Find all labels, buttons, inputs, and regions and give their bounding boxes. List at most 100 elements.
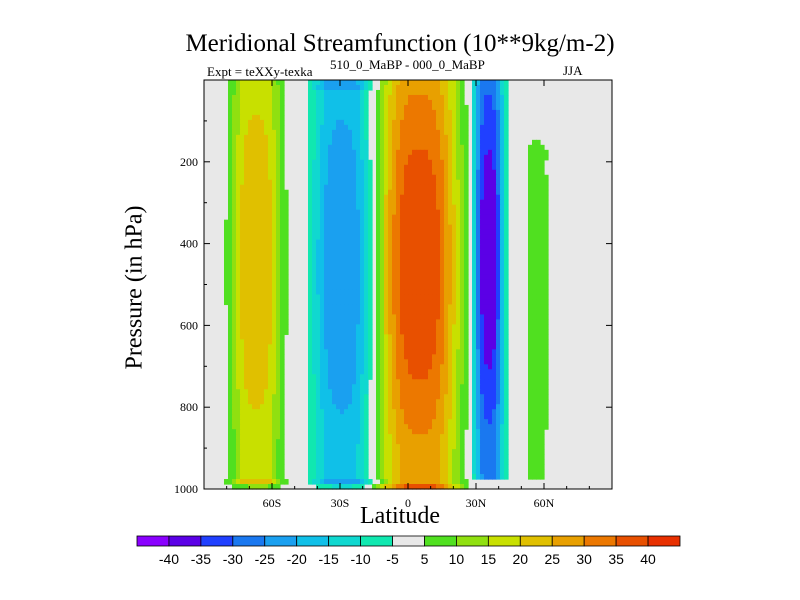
field-cell (280, 80, 285, 86)
field-cell (248, 114, 253, 121)
field-cell (432, 229, 437, 236)
field-cell (260, 309, 265, 316)
field-cell (496, 449, 501, 455)
field-cell (472, 334, 477, 340)
field-cell (252, 304, 257, 311)
field-cell (544, 149, 549, 156)
field-cell (244, 289, 249, 296)
field-cell (272, 274, 277, 281)
field-cell (308, 444, 313, 450)
field-cell (472, 204, 477, 211)
field-cell (424, 104, 429, 111)
field-cell (444, 229, 449, 236)
field-cell (232, 189, 237, 196)
field-cell (464, 119, 469, 126)
field-cell (312, 329, 317, 335)
field-cell (376, 224, 381, 231)
field-cell (420, 324, 425, 330)
field-cell (344, 319, 349, 325)
field-cell (492, 214, 497, 221)
field-cell (312, 239, 317, 246)
field-cell (488, 189, 493, 196)
field-cell (500, 244, 505, 251)
field-cell (396, 309, 401, 316)
field-cell (364, 424, 369, 430)
field-cell (532, 279, 537, 286)
field-cell (460, 209, 465, 216)
field-cell (436, 424, 441, 430)
field-cell (380, 244, 385, 251)
field-cell (348, 229, 353, 236)
field-cell (384, 124, 389, 131)
field-cell (456, 214, 461, 221)
field-cell (228, 254, 233, 261)
field-cell (316, 179, 321, 186)
field-cell (332, 144, 337, 151)
field-cell (476, 384, 481, 390)
field-cell (440, 349, 445, 355)
field-cell (360, 414, 365, 420)
field-cell (256, 274, 261, 281)
field-cell (464, 159, 469, 166)
field-cell (492, 139, 497, 146)
field-cell (264, 109, 269, 116)
field-cell (448, 99, 453, 106)
field-cell (312, 249, 317, 256)
field-cell (404, 269, 409, 276)
field-cell (448, 254, 453, 261)
field-cell (280, 369, 285, 375)
field-cell (248, 294, 253, 301)
field-cell (344, 289, 349, 296)
field-cell (492, 319, 497, 325)
field-cell (464, 229, 469, 236)
field-cell (376, 454, 381, 460)
field-cell (504, 189, 509, 196)
field-cell (236, 159, 241, 166)
field-cell (384, 159, 389, 166)
field-cell (236, 324, 241, 330)
field-cell (476, 324, 481, 330)
field-cell (396, 409, 401, 415)
field-cell (244, 354, 249, 360)
field-cell (272, 184, 277, 191)
field-cell (356, 129, 361, 136)
field-cell (240, 244, 245, 251)
field-cell (488, 384, 493, 390)
field-cell (332, 349, 337, 355)
field-cell (232, 314, 237, 321)
field-cell (308, 99, 313, 106)
field-cell (452, 379, 457, 385)
field-cell (348, 239, 353, 246)
field-cell (380, 419, 385, 425)
field-cell (408, 179, 413, 186)
field-cell (464, 184, 469, 191)
field-cell (240, 419, 245, 425)
field-cell (540, 269, 545, 276)
field-cell (436, 439, 441, 445)
field-cell (316, 169, 321, 176)
field-cell (284, 194, 289, 201)
field-cell (528, 419, 533, 425)
field-cell (328, 299, 333, 306)
field-cell (252, 154, 257, 161)
field-cell (248, 264, 253, 271)
field-cell (324, 219, 329, 226)
field-cell (368, 189, 373, 196)
field-cell (424, 224, 429, 231)
field-cell (544, 304, 549, 311)
field-cell (472, 159, 477, 166)
field-cell (316, 249, 321, 256)
field-cell (232, 404, 237, 410)
field-cell (444, 94, 449, 101)
field-cell (380, 424, 385, 430)
field-cell (484, 159, 489, 166)
field-cell (420, 249, 425, 256)
field-cell (420, 379, 425, 385)
field-cell (232, 99, 237, 106)
field-cell (484, 134, 489, 141)
field-cell (424, 84, 429, 91)
field-cell (432, 424, 437, 430)
field-cell (532, 419, 537, 425)
field-cell (504, 379, 509, 385)
field-cell (484, 89, 489, 96)
